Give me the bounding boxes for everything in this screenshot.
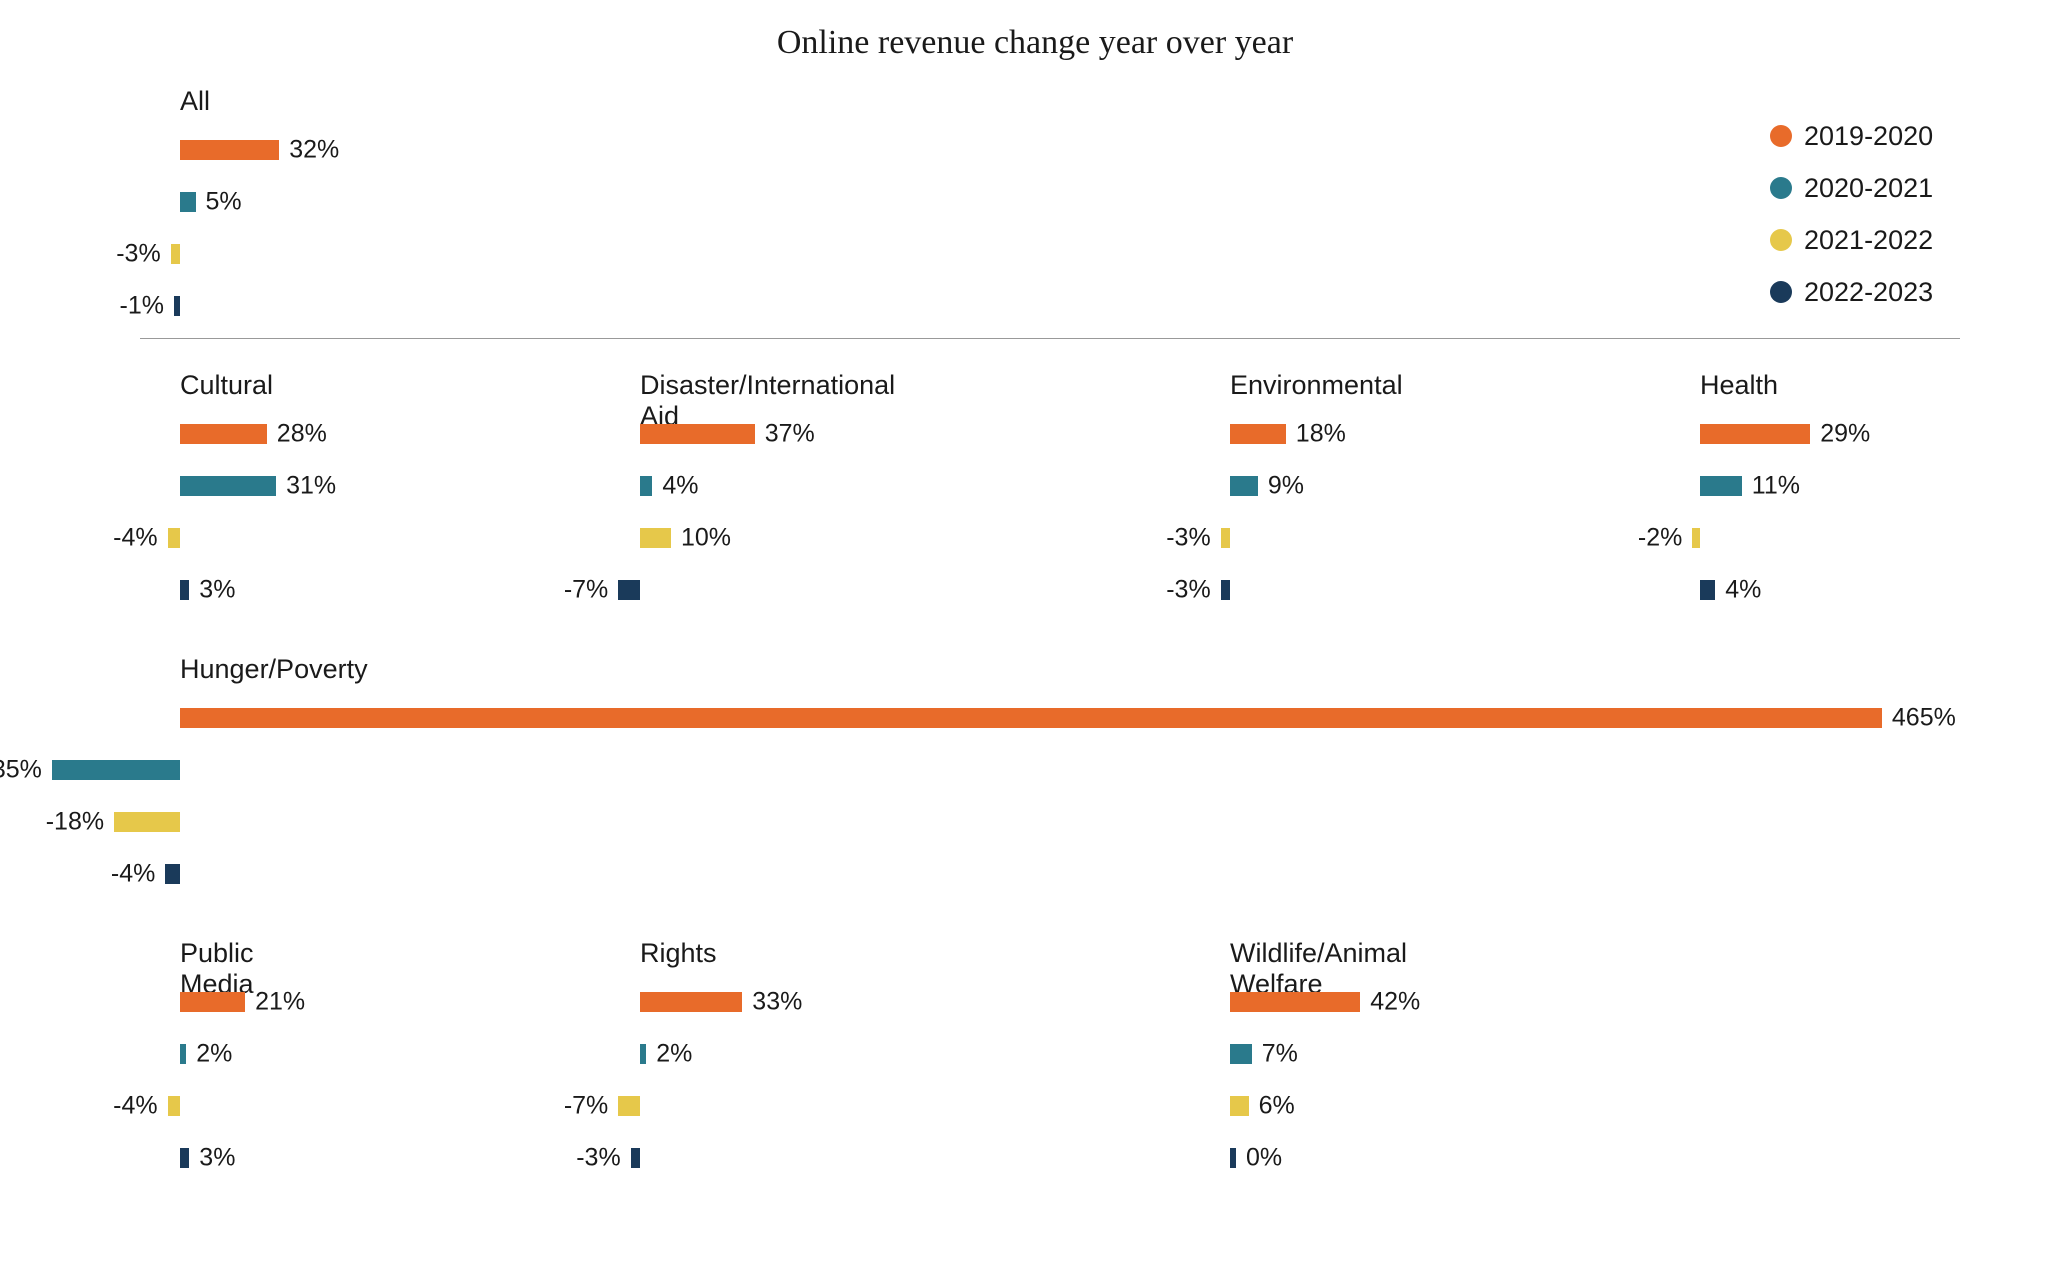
bar: [1230, 476, 1258, 496]
legend-item: 2019-2020: [1770, 110, 1933, 162]
bar-value-label: -4%: [113, 1092, 157, 1121]
bar: [1221, 528, 1230, 548]
bar: [1230, 1044, 1252, 1064]
bar-value-label: 33%: [752, 988, 802, 1017]
legend-item: 2020-2021: [1770, 162, 1933, 214]
bar: [1230, 992, 1360, 1012]
panel-title: Health: [1700, 370, 1778, 401]
panel-title: Public Media: [180, 938, 254, 1000]
legend-label: 2022-2023: [1804, 277, 1933, 308]
bar-value-label: 4%: [1725, 576, 1761, 605]
bar-value-label: 11%: [1752, 472, 1800, 501]
legend-dot: [1770, 125, 1792, 147]
legend-label: 2019-2020: [1804, 121, 1933, 152]
bar-value-label: 28%: [277, 420, 327, 449]
bar: [180, 424, 267, 444]
bar-value-label: -7%: [564, 1092, 608, 1121]
bar-value-label: 10%: [681, 524, 731, 553]
bar: [640, 1044, 646, 1064]
panel-title: Rights: [640, 938, 717, 969]
bar: [165, 864, 180, 884]
legend-item: 2022-2023: [1770, 266, 1933, 318]
legend-label: 2020-2021: [1804, 173, 1933, 204]
bar: [1230, 1096, 1249, 1116]
bar: [1700, 424, 1810, 444]
bar: [114, 812, 180, 832]
bar: [180, 140, 279, 160]
panel-title: Environmental: [1230, 370, 1403, 401]
bar-value-label: -2%: [1638, 524, 1682, 553]
bar: [1230, 1148, 1236, 1168]
bar-value-label: 7%: [1262, 1040, 1298, 1069]
bar-value-label: -7%: [564, 576, 608, 605]
bar: [168, 528, 180, 548]
bar: [640, 424, 755, 444]
bar: [180, 1044, 186, 1064]
bar-value-label: 18%: [1296, 420, 1346, 449]
legend-item: 2021-2022: [1770, 214, 1933, 266]
bar-value-label: 31%: [286, 472, 336, 501]
bar-value-label: 29%: [1820, 420, 1870, 449]
bar: [1700, 580, 1715, 600]
bar-value-label: 6%: [1259, 1092, 1295, 1121]
bar-value-label: 2%: [196, 1040, 232, 1069]
bar-value-label: -3%: [1166, 524, 1210, 553]
bar: [168, 1096, 180, 1116]
bar: [618, 1096, 640, 1116]
bar: [640, 476, 652, 496]
bar: [640, 992, 742, 1012]
bar: [640, 528, 671, 548]
bar: [174, 296, 180, 316]
chart-title: Online revenue change year over year: [0, 24, 2070, 62]
bar-value-label: -35%: [0, 756, 42, 785]
bar: [180, 580, 189, 600]
bar-value-label: 4%: [662, 472, 698, 501]
bar: [180, 192, 196, 212]
bar: [180, 1148, 189, 1168]
bar: [180, 476, 276, 496]
bar-value-label: 0%: [1246, 1144, 1282, 1173]
legend-label: 2021-2022: [1804, 225, 1933, 256]
legend-dot: [1770, 281, 1792, 303]
bar-value-label: 3%: [199, 576, 235, 605]
chart-legend: 2019-2020 2020-2021 2021-2022 2022-2023: [1770, 110, 1933, 318]
bar-value-label: 32%: [289, 136, 339, 165]
bar-value-label: -3%: [1166, 576, 1210, 605]
bar: [180, 708, 1882, 728]
bar: [618, 580, 640, 600]
panel-title: All: [180, 86, 210, 117]
panel-title: Cultural: [180, 370, 273, 401]
bar-value-label: 21%: [255, 988, 305, 1017]
bar: [180, 992, 245, 1012]
bar-value-label: -3%: [116, 240, 160, 269]
legend-dot: [1770, 229, 1792, 251]
bar-value-label: 465%: [1892, 704, 1956, 733]
bar-value-label: 3%: [199, 1144, 235, 1173]
bar-value-label: 42%: [1370, 988, 1420, 1017]
bar-value-label: -1%: [120, 292, 164, 321]
bar-value-label: -4%: [113, 524, 157, 553]
bar: [171, 244, 180, 264]
panel-title: Hunger/Poverty: [180, 654, 368, 685]
bar: [1230, 424, 1286, 444]
bar-value-label: -3%: [576, 1144, 620, 1173]
bar-value-label: 9%: [1268, 472, 1304, 501]
bar: [1221, 580, 1230, 600]
bar-value-label: -18%: [46, 808, 104, 837]
bar-value-label: 37%: [765, 420, 815, 449]
bar-value-label: 2%: [656, 1040, 692, 1069]
bar: [631, 1148, 640, 1168]
legend-dot: [1770, 177, 1792, 199]
bar: [1692, 528, 1700, 548]
bar: [1700, 476, 1742, 496]
section-divider: [140, 338, 1960, 339]
bar: [52, 760, 180, 780]
bar-value-label: -4%: [111, 860, 155, 889]
bar-value-label: 5%: [206, 188, 242, 217]
